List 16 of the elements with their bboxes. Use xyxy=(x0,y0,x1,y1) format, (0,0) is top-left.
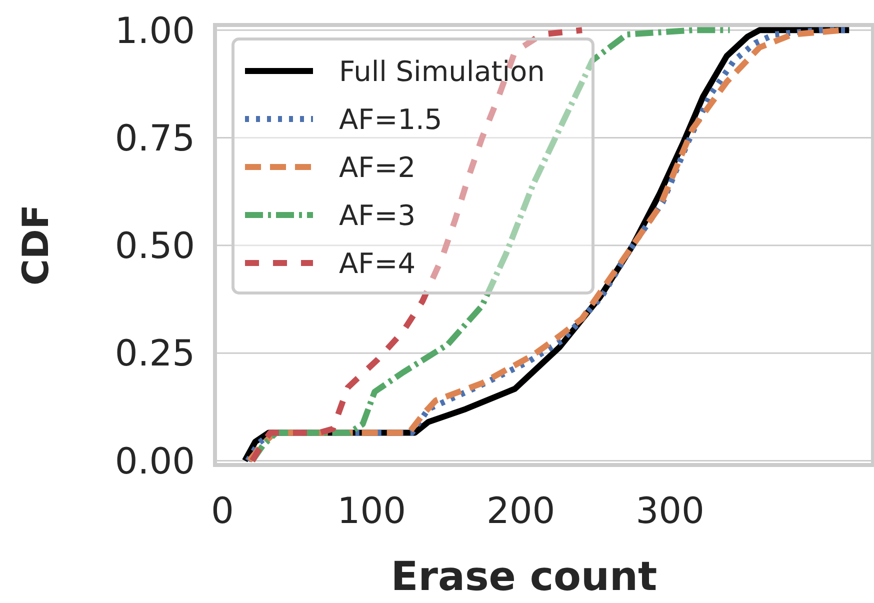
x-axis-title: Erase count xyxy=(390,554,658,600)
x-tick-label: 0 xyxy=(211,491,234,532)
legend-label: AF=4 xyxy=(339,246,416,280)
x-tick-label: 300 xyxy=(636,491,704,532)
y-tick-label: 0.25 xyxy=(114,334,195,375)
legend-label: AF=3 xyxy=(339,198,416,232)
legend-label: Full Simulation xyxy=(339,54,545,88)
y-tick-label: 0.50 xyxy=(114,226,195,268)
legend-label: AF=1.5 xyxy=(339,102,442,136)
y-axis-title: CDF xyxy=(16,204,57,286)
y-tick-label: 1.00 xyxy=(114,10,195,52)
legend-label: AF=2 xyxy=(339,150,416,184)
x-tick-label: 100 xyxy=(337,491,406,532)
x-tick-label: 200 xyxy=(486,491,556,532)
y-tick-label: 0.00 xyxy=(114,441,195,482)
y-tick-label: 0.75 xyxy=(114,118,195,160)
